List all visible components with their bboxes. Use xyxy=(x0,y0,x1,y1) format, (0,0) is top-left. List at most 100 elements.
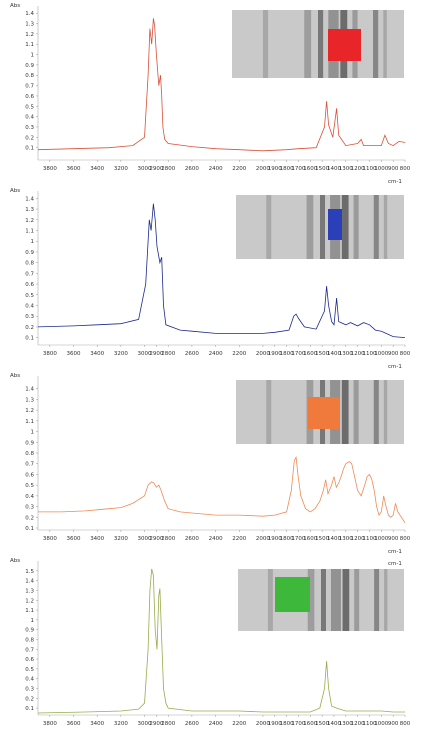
spectrum-line xyxy=(38,456,406,523)
y-tick-label: 1.4 xyxy=(25,196,34,202)
x-tick-label: 2400 xyxy=(209,351,223,357)
x-tick-label: 3200 xyxy=(114,166,128,172)
x-tick-label: 3600 xyxy=(67,536,81,542)
x-tick-label: 1200 xyxy=(351,536,365,542)
x-tick-label: 3400 xyxy=(90,721,104,727)
plot-frame xyxy=(37,6,405,161)
y-tick-label: 0.4 xyxy=(25,304,34,310)
x-tick-label: 1700 xyxy=(291,536,305,542)
x-tick-label: 1900 xyxy=(268,721,282,727)
x-tick-label: 2800 xyxy=(161,166,175,172)
y-tick-label: 1.3 xyxy=(25,207,34,213)
y-tick-label: 0.9 xyxy=(25,628,34,634)
image-stripe xyxy=(341,380,349,444)
y-tick-label: 0.7 xyxy=(25,271,34,277)
y-tick-label: 1.2 xyxy=(25,598,34,604)
x-tick-label: 1900 xyxy=(268,536,282,542)
x-tick-label: 2900 xyxy=(149,351,163,357)
x-tick-label: 2900 xyxy=(149,536,163,542)
x-tick-label: 1000 xyxy=(374,721,388,727)
x-axis-unit: cm-1 xyxy=(388,561,402,567)
spectrum-panel-4: Abs 0.1 0.2 0.3 0.4 0.5 0.6 0.7 0.8 0.9 1 1.1 1.2 1.… xyxy=(10,558,411,727)
image-stripe xyxy=(373,380,379,444)
spectrum-panel-3: Abs 0.1 0.2 0.3 0.4 0.5 0.6 0.7 0.8 0.9 1 1.1 1.2 1.… xyxy=(10,373,411,555)
x-tick-label: 1600 xyxy=(303,721,317,727)
y-tick-label: 0.2 xyxy=(25,325,34,331)
x-tick-label: 1400 xyxy=(327,166,341,172)
x-tick-label: 1600 xyxy=(303,536,317,542)
image-stripe xyxy=(383,10,387,78)
x-tick-label: 1300 xyxy=(339,536,353,542)
x-tick-label: 2400 xyxy=(209,166,223,172)
x-tick-label: 900 xyxy=(388,536,399,542)
x-tick-label: 1600 xyxy=(303,351,317,357)
x-tick-label: 2000 xyxy=(256,351,270,357)
x-tick-label: 1300 xyxy=(339,351,353,357)
x-tick-label: 1400 xyxy=(327,536,341,542)
spectrum-panel-2: Abs 0.1 0.2 0.3 0.4 0.5 0.6 0.7 0.8 0.9 1 1.1 1.2 1.… xyxy=(10,188,411,370)
y-tick-label: 0.6 xyxy=(25,657,34,663)
x-tick-label: 2600 xyxy=(185,721,199,727)
y-tick-label: 1.4 xyxy=(25,11,34,17)
x-tick-label: 3000 xyxy=(138,166,152,172)
image-stripe xyxy=(320,195,326,259)
y-tick-labels: 0.1 0.2 0.3 0.4 0.5 0.6 0.7 0.8 0.9 1 1.1 1.2 1.3 1.4 xyxy=(25,11,38,152)
measurement-spot-marker xyxy=(308,397,340,429)
y-tick-label: 0.2 xyxy=(25,515,34,521)
measurement-spot-marker xyxy=(328,29,361,61)
y-tick-label: 0.4 xyxy=(25,494,34,500)
x-tick-label: 1100 xyxy=(362,166,376,172)
y-axis-label: Abs xyxy=(10,188,20,194)
y-tick-label: 1 xyxy=(31,239,35,245)
sample-image-inset xyxy=(236,380,404,444)
y-tick-label: 0.8 xyxy=(25,261,34,267)
x-tick-label: 2600 xyxy=(185,166,199,172)
y-axis-label: Abs xyxy=(10,558,20,564)
image-stripe xyxy=(373,195,379,259)
x-tick-label: 800 xyxy=(400,721,411,727)
measurement-spot-marker xyxy=(328,209,342,240)
y-tick-label: 0.9 xyxy=(25,440,34,446)
y-tick-label: 0.7 xyxy=(25,647,34,653)
y-tick-label: 0.7 xyxy=(25,84,34,90)
plot-frame xyxy=(37,191,405,346)
image-stripe xyxy=(374,569,380,631)
x-tick-label: 1000 xyxy=(374,351,388,357)
y-tick-label: 0.9 xyxy=(25,250,34,256)
y-tick-label: 1.2 xyxy=(25,408,34,414)
y-tick-label: 1.3 xyxy=(25,22,34,28)
y-tick-label: 0.4 xyxy=(25,677,34,683)
image-stripe xyxy=(373,10,379,78)
y-tick-label: 1.5 xyxy=(25,569,34,575)
image-stripe xyxy=(266,380,272,444)
y-tick-label: 0.3 xyxy=(25,125,34,131)
image-stripe xyxy=(383,195,388,259)
y-tick-label: 1.1 xyxy=(25,229,34,235)
x-tick-label: 800 xyxy=(400,536,411,542)
sample-image-inset xyxy=(238,569,404,631)
y-tick-label: 0.7 xyxy=(25,462,34,468)
y-tick-label: 0.1 xyxy=(25,526,34,532)
image-stripe xyxy=(342,569,350,631)
x-tick-label: 1500 xyxy=(315,536,329,542)
x-tick-label: 1200 xyxy=(351,351,365,357)
x-tick-label: 1800 xyxy=(280,166,294,172)
x-tick-label: 3400 xyxy=(90,166,104,172)
image-stripe xyxy=(262,10,269,78)
y-tick-labels: 0.1 0.2 0.3 0.4 0.5 0.6 0.7 0.8 0.9 1 1.1 1.2 1.3 1.4… xyxy=(25,569,38,712)
y-tick-label: 1 xyxy=(31,618,35,624)
x-tick-label: 900 xyxy=(388,166,399,172)
x-tick-label: 1200 xyxy=(351,166,365,172)
x-tick-label: 1100 xyxy=(362,536,376,542)
y-tick-label: 1.4 xyxy=(25,579,34,585)
x-axis-unit: cm-1 xyxy=(388,364,402,370)
x-tick-label: 3800 xyxy=(43,721,57,727)
x-tick-label: 2200 xyxy=(232,536,246,542)
x-tick-label: 2900 xyxy=(149,166,163,172)
x-tick-label: 3400 xyxy=(90,351,104,357)
x-tick-label: 3400 xyxy=(90,536,104,542)
x-tick-label: 3000 xyxy=(138,351,152,357)
plot-frame xyxy=(37,561,405,716)
